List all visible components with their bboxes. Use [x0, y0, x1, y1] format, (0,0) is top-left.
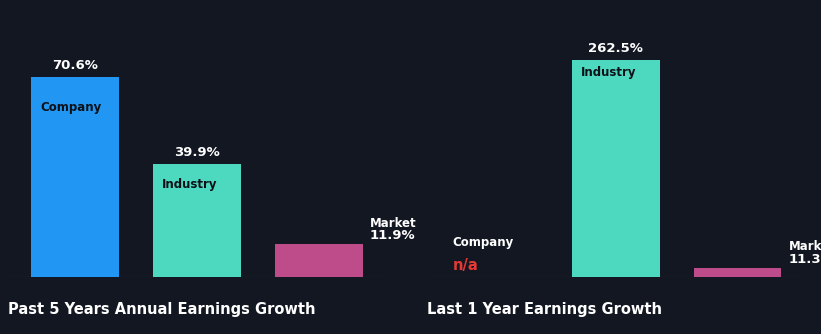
- Text: Past 5 Years Annual Earnings Growth: Past 5 Years Annual Earnings Growth: [8, 302, 316, 317]
- Bar: [31, 77, 119, 277]
- Text: 11.3%: 11.3%: [789, 253, 821, 266]
- Text: Company: Company: [40, 101, 101, 114]
- Text: Market: Market: [370, 216, 417, 229]
- Bar: [572, 59, 659, 277]
- Text: 262.5%: 262.5%: [589, 42, 643, 55]
- Bar: [154, 164, 241, 277]
- Text: 39.9%: 39.9%: [174, 146, 220, 159]
- Text: Industry: Industry: [162, 178, 218, 191]
- Bar: [694, 268, 782, 277]
- Text: 11.9%: 11.9%: [370, 228, 415, 241]
- Text: Market: Market: [789, 239, 821, 253]
- Text: Company: Company: [452, 236, 514, 249]
- Bar: [275, 243, 363, 277]
- Text: n/a: n/a: [452, 258, 479, 273]
- Text: 70.6%: 70.6%: [53, 59, 99, 72]
- Text: Last 1 Year Earnings Growth: Last 1 Year Earnings Growth: [427, 302, 662, 317]
- Text: Industry: Industry: [580, 66, 636, 79]
